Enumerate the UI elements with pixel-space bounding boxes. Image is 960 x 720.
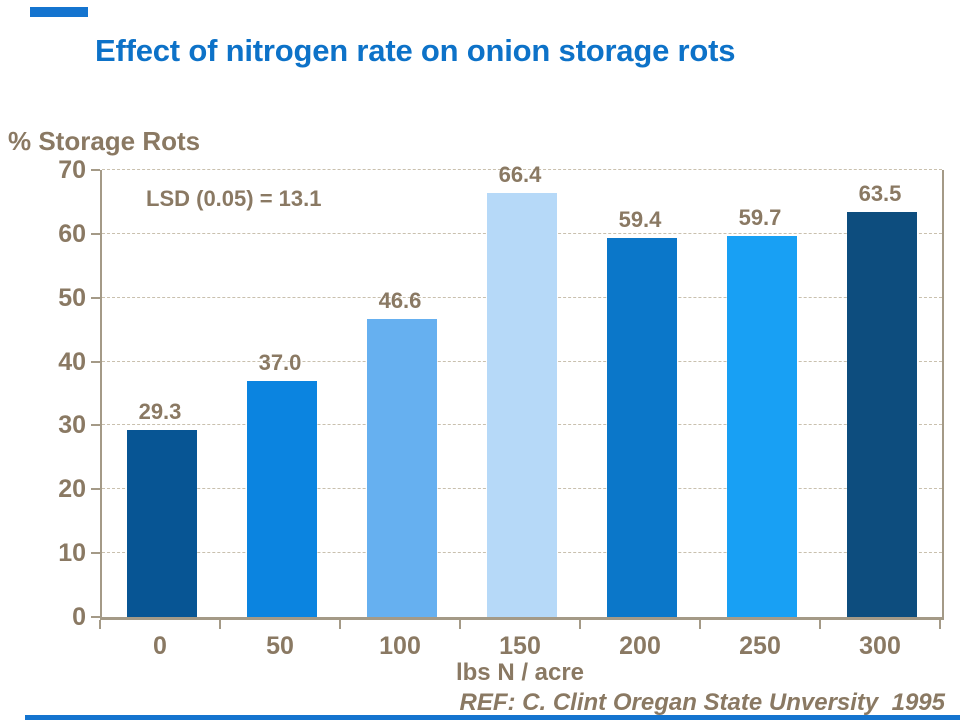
y-tick-label: 60 <box>58 219 86 248</box>
y-tick-label: 50 <box>58 283 86 312</box>
bar-300 <box>847 211 917 617</box>
y-tick <box>91 488 100 491</box>
bar-value-label: 37.0 <box>258 349 302 375</box>
y-tick <box>91 232 100 235</box>
y-tick-label: 30 <box>58 411 86 440</box>
x-tick <box>579 620 581 629</box>
lsd-annotation: LSD (0.05) = 13.1 <box>146 186 322 211</box>
chart-title: Effect of nitrogen rate on onion storage… <box>95 33 736 68</box>
bar-200 <box>607 237 677 617</box>
y-tick <box>91 296 100 299</box>
bar-150 <box>487 193 557 617</box>
y-tick <box>91 360 100 363</box>
y-tick <box>91 616 100 618</box>
x-tick <box>99 620 101 629</box>
bar-value-label: 59.4 <box>618 206 662 232</box>
bar-100 <box>367 319 437 617</box>
y-tick-label: 0 <box>72 603 86 631</box>
x-tick-label: 50 <box>266 632 294 660</box>
gridline <box>102 169 942 170</box>
y-tick-label: 40 <box>58 347 86 376</box>
x-axis-title: lbs N / acre <box>455 659 585 686</box>
bar-0 <box>127 429 197 617</box>
x-tick-label: 200 <box>619 632 661 660</box>
x-tick <box>699 620 701 629</box>
bar-value-label: 29.3 <box>138 398 182 424</box>
x-tick <box>339 620 341 629</box>
bar-value-label: 59.7 <box>738 204 782 230</box>
plot-area: LSD (0.05) = 13.1 <box>100 169 944 620</box>
slide-accent-bar <box>25 715 960 720</box>
x-tick <box>219 620 221 629</box>
y-tick <box>91 169 100 171</box>
x-tick <box>459 620 461 629</box>
y-tick <box>91 552 100 555</box>
slide-accent-dash <box>30 7 88 17</box>
y-tick-label: 70 <box>58 156 86 184</box>
x-tick-label: 0 <box>153 632 167 660</box>
bar-50 <box>247 380 317 617</box>
bar-value-label: 46.6 <box>378 288 422 314</box>
y-tick-label: 10 <box>58 539 86 568</box>
x-tick <box>939 620 941 629</box>
bar-value-label: 66.4 <box>498 161 542 187</box>
x-tick <box>819 620 821 629</box>
x-tick-label: 150 <box>499 632 541 660</box>
bar-value-label: 63.5 <box>858 180 902 206</box>
x-tick-label: 250 <box>739 632 781 660</box>
x-tick-label: 300 <box>859 632 901 660</box>
y-axis-title: % Storage Rots <box>8 126 201 156</box>
reference-text: REF: C. Clint Oregan State Unversity 199… <box>459 689 945 716</box>
x-tick-label: 100 <box>379 632 421 660</box>
y-tick-label: 20 <box>58 475 86 504</box>
y-tick <box>91 424 100 427</box>
bar-250 <box>727 235 797 617</box>
